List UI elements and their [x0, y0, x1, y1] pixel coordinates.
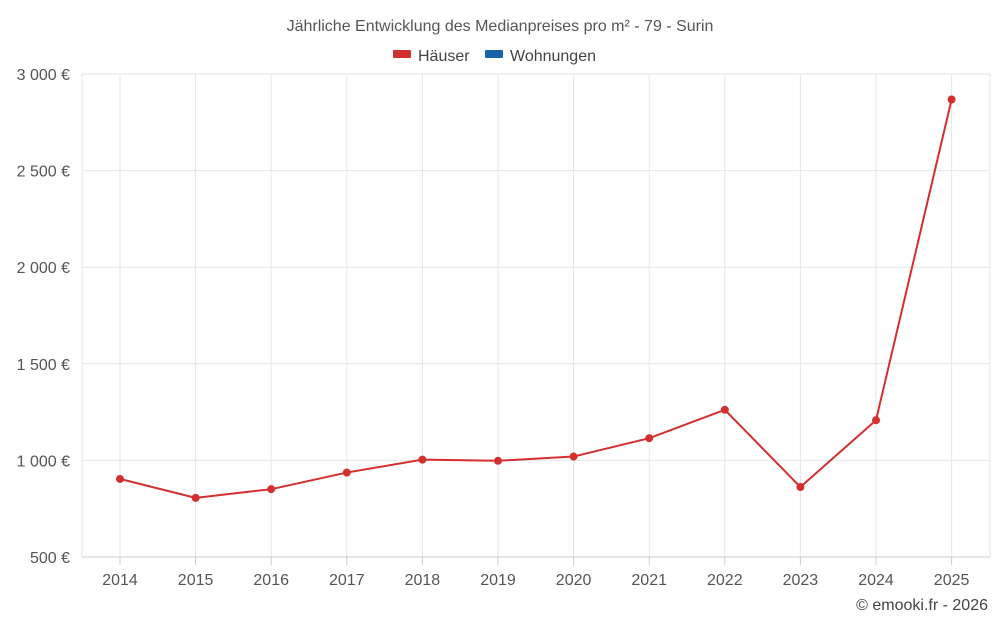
x-tick-label: 2025 [934, 572, 970, 589]
y-tick-label: 1 500 € [17, 357, 70, 374]
series-haeuser [116, 95, 956, 502]
y-tick-label: 500 € [30, 550, 70, 567]
data-point-2023[interactable] [796, 483, 805, 492]
data-point-2014[interactable] [116, 474, 124, 483]
data-point-2015[interactable] [191, 493, 200, 502]
x-tick-label: 2021 [631, 572, 667, 589]
x-tick-label: 2022 [707, 572, 743, 589]
legend: Häuser Wohnungen [393, 48, 596, 65]
credit-text: © emooki.fr - 2026 [856, 597, 988, 614]
data-point-2016[interactable] [267, 485, 276, 494]
x-tick-label: 2023 [783, 572, 819, 589]
data-point-2018[interactable] [418, 455, 427, 464]
data-point-2025[interactable] [947, 95, 956, 104]
x-tick-label: 2019 [480, 572, 516, 589]
y-tick-label: 1 000 € [17, 453, 70, 470]
legend-label-haeuser[interactable]: Häuser [418, 48, 470, 65]
y-tick-label: 2 500 € [17, 164, 70, 181]
x-tick-label: 2020 [556, 572, 592, 589]
x-tick-label: 2017 [329, 572, 365, 589]
data-point-2019[interactable] [494, 456, 502, 465]
x-tick-label: 2016 [253, 572, 289, 589]
data-point-2020[interactable] [569, 452, 578, 461]
x-tick-label: 2018 [405, 572, 441, 589]
legend-label-wohnungen[interactable]: Wohnungen [510, 48, 596, 65]
grid [81, 73, 991, 558]
data-point-2024[interactable] [872, 416, 880, 425]
series-line-haeuser [119, 99, 953, 499]
y-tick-label: 3 000 € [17, 67, 70, 84]
y-tick-label: 2 000 € [17, 260, 70, 277]
chart-title: Jährliche Entwicklung des Medianpreises … [287, 18, 714, 35]
legend-swatch-wohnungen [485, 50, 503, 58]
data-point-2022[interactable] [720, 405, 729, 414]
x-tick-label: 2024 [858, 572, 894, 589]
axes: 500 € 1 000 € 1 500 € 2 000 € 2 500 € 3 000 €… [17, 67, 990, 589]
legend-swatch-haeuser [393, 50, 411, 58]
x-tick-label: 2015 [178, 572, 214, 589]
data-point-2021[interactable] [645, 434, 654, 443]
data-point-2017[interactable] [342, 468, 351, 477]
x-tick-label: 2014 [102, 572, 138, 589]
